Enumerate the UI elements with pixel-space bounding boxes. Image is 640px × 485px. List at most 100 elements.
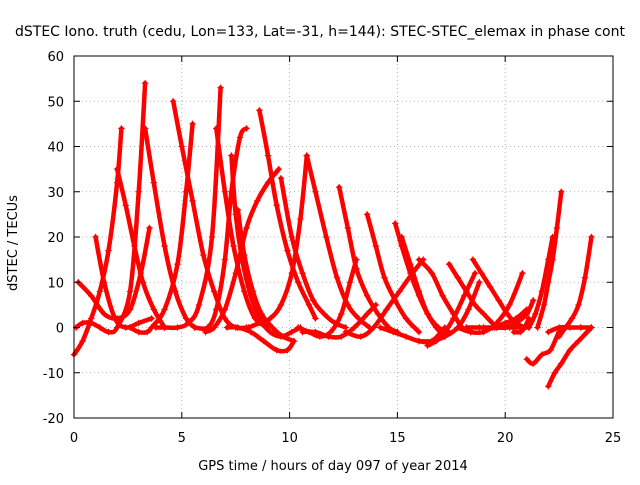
data-point: [415, 337, 423, 345]
data-point: [461, 292, 468, 300]
data-point: [428, 270, 436, 277]
data-point: [568, 315, 576, 322]
y-tick-label: 60: [47, 50, 64, 65]
data-point: [79, 337, 86, 345]
data-point: [465, 306, 472, 313]
data-point: [228, 152, 235, 159]
y-tick-label: 20: [47, 231, 64, 246]
data-point: [538, 351, 546, 358]
data-point: [161, 324, 168, 331]
data-point: [305, 301, 313, 309]
series-line: [142, 126, 197, 330]
series-37: [510, 315, 533, 336]
x-tick-label: 15: [389, 431, 406, 446]
data-point: [182, 315, 190, 322]
data-point: [137, 270, 145, 277]
data-point: [234, 206, 242, 214]
data-point: [208, 233, 216, 241]
data-point: [450, 315, 457, 322]
data-point: [88, 319, 95, 327]
data-point: [545, 383, 552, 390]
data-point: [398, 233, 405, 241]
data-point: [566, 324, 574, 331]
x-tick-label: 5: [178, 431, 186, 446]
data-point: [105, 247, 112, 254]
data-point: [454, 274, 461, 281]
y-tick-label: 40: [47, 141, 64, 156]
series-30: [445, 260, 496, 327]
series-line: [114, 166, 167, 330]
data-point: [312, 315, 319, 322]
data-point: [480, 324, 487, 331]
series-line: [446, 261, 495, 326]
data-point: [182, 188, 190, 195]
data-point: [189, 120, 196, 128]
data-point: [538, 288, 546, 295]
data-point: [303, 152, 311, 159]
data-point: [532, 310, 539, 318]
data-point: [480, 310, 487, 318]
data-point: [243, 224, 250, 232]
data-point: [236, 134, 244, 141]
data-point: [141, 125, 149, 132]
data-point: [486, 283, 494, 290]
data-point: [221, 256, 229, 263]
data-point: [342, 328, 349, 336]
data-point: [277, 174, 285, 182]
series-12: [191, 125, 250, 332]
series-17: [245, 152, 311, 331]
data-point: [523, 310, 530, 318]
data-point: [558, 188, 565, 195]
data-point: [92, 233, 99, 241]
data-point: [122, 202, 129, 209]
data-point: [200, 251, 207, 259]
data-point: [279, 333, 287, 340]
data-point: [575, 337, 582, 345]
data-point: [243, 125, 250, 132]
data-point: [247, 328, 254, 336]
data-point: [288, 328, 295, 336]
data-point: [333, 274, 341, 281]
data-point: [232, 270, 239, 277]
chart-title: dSTEC Iono. truth (cedu, Lon=133, Lat=-3…: [15, 24, 625, 40]
data-point: [96, 324, 104, 331]
data-point: [549, 233, 556, 241]
y-tick-label: 0: [56, 322, 64, 337]
data-point: [269, 324, 276, 331]
data-point: [100, 310, 108, 318]
series-39: [534, 188, 565, 331]
data-point: [545, 279, 552, 286]
series-3: [72, 79, 149, 336]
data-point: [150, 179, 157, 186]
data-point: [396, 288, 403, 295]
data-point: [275, 165, 283, 173]
data-point: [530, 360, 537, 367]
data-point: [217, 84, 224, 91]
data-point: [297, 215, 304, 223]
data-point: [174, 260, 181, 268]
x-tick-label: 10: [281, 431, 298, 446]
data-point: [273, 202, 280, 209]
data-point: [471, 270, 479, 277]
data-point: [323, 233, 330, 241]
data-point: [210, 288, 218, 295]
data-point: [88, 292, 95, 300]
data-point: [245, 324, 252, 331]
y-tick-label: -10: [43, 367, 64, 382]
data-point: [213, 306, 220, 313]
data-point: [374, 310, 382, 318]
data-point: [588, 233, 595, 241]
data-point: [241, 251, 248, 259]
data-point: [383, 306, 390, 313]
data-point: [338, 310, 345, 318]
series-40: [525, 233, 556, 331]
data-point: [264, 152, 272, 159]
data-point: [266, 328, 274, 336]
series-42: [555, 233, 595, 340]
data-point: [325, 333, 332, 340]
data-point: [195, 301, 203, 309]
y-tick-label: -20: [43, 412, 64, 427]
data-point: [581, 274, 589, 281]
data-point: [463, 324, 470, 331]
